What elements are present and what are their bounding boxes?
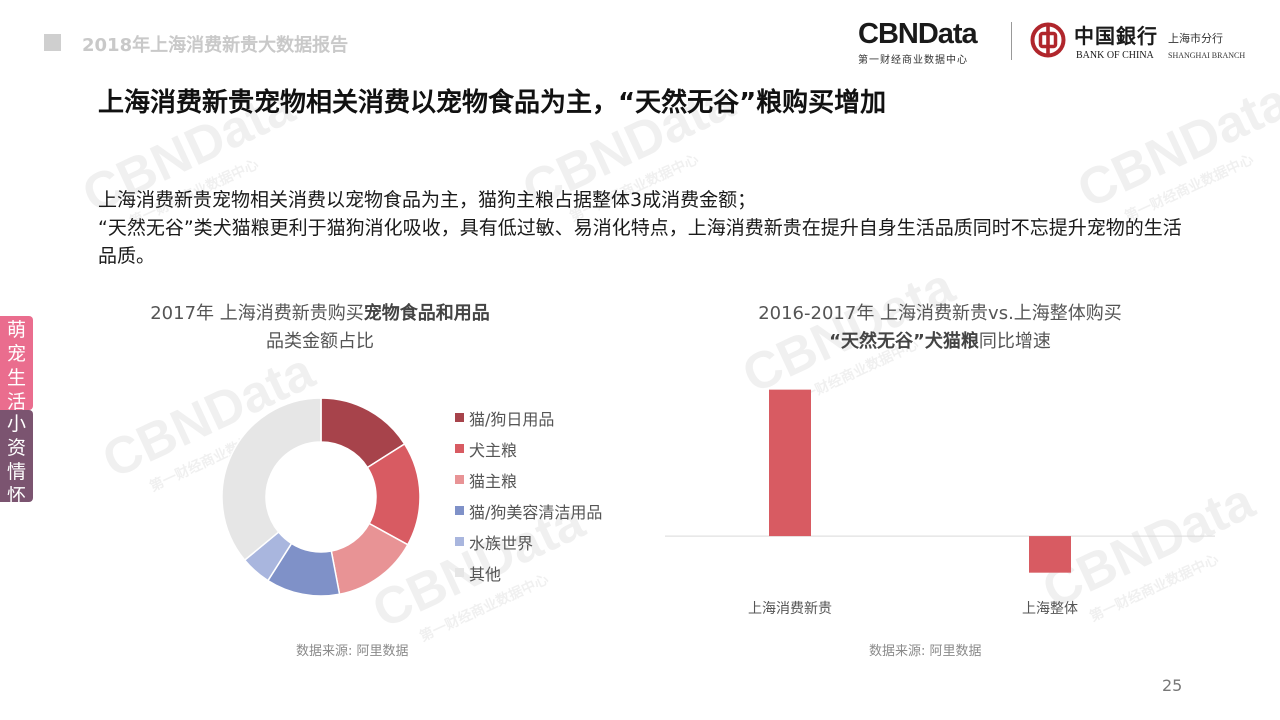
side-tab-pet-life[interactable]: 萌 宠 生 活: [0, 316, 33, 413]
legend-swatch: [455, 568, 464, 577]
legend-label: 犬主粮: [469, 440, 518, 460]
legend-item: 猫/狗日用品: [455, 402, 602, 433]
side-tab-petty-bourgeois[interactable]: 小 资 情 怀: [0, 410, 33, 507]
bar: [769, 389, 811, 537]
donut-title-plain: 2017年 上海消费新贵购买: [150, 303, 364, 324]
x-tick-label: 上海消费新贵: [748, 601, 832, 617]
side-tab-char: 宠: [6, 343, 26, 365]
side-tab-char: 生: [6, 367, 26, 389]
legend-swatch: [455, 444, 464, 453]
legend-label: 猫/狗美容清洁用品: [469, 502, 603, 522]
summary-line: “天然无谷”类犬猫粮更利于猫狗消化吸收，具有低过敏、易消化特点，上海消费新贵在提…: [98, 217, 1182, 267]
legend-item: 犬主粮: [455, 433, 602, 464]
legend-item: 猫/狗美容清洁用品: [455, 495, 602, 526]
logo-divider: [1011, 22, 1012, 60]
page-number: 25: [1162, 676, 1183, 695]
legend-swatch: [455, 413, 464, 422]
cbndata-logo-text: CBNData: [858, 18, 978, 50]
bar-title-line1: 2016-2017年 上海消费新贵vs.上海整体购买: [758, 303, 1122, 324]
legend-label: 其他: [469, 564, 502, 584]
cbndata-logo: CBNData 第一财经商业数据中心: [858, 18, 998, 66]
bar-title-bold: “天然无谷”犬猫粮: [829, 331, 979, 352]
bank-of-china-logo-icon: [1030, 22, 1066, 58]
side-tab-char: 萌: [6, 319, 26, 341]
boc-branch-cn: 上海市分行: [1168, 32, 1223, 45]
legend-label: 猫/狗日用品: [469, 409, 555, 429]
cbndata-logo-sub: 第一财经商业数据中心: [858, 55, 968, 66]
donut-title-line2: 品类金额占比: [266, 331, 374, 352]
bar-chart: 上海消费新贵 上海整体: [665, 389, 1215, 617]
header-square-icon: [44, 34, 61, 51]
legend-label: 水族世界: [469, 533, 534, 553]
x-tick-label: 上海整体: [1022, 601, 1078, 617]
legend-swatch: [455, 475, 464, 484]
pie-slice: [221, 397, 322, 562]
data-source-left: 数据来源: 阿里数据: [296, 644, 409, 659]
legend-item: 其他: [455, 557, 602, 588]
donut-legend: 猫/狗日用品 犬主粮猫主粮猫/狗美容清洁用品 水族世界其他: [455, 402, 602, 588]
data-source-right: 数据来源: 阿里数据: [869, 644, 982, 659]
boc-branch-en: SHANGHAI BRANCH: [1168, 51, 1246, 60]
summary-text: 上海消费新贵宠物相关消费以宠物食品为主，猫狗主粮占据整体3成消费金额； “天然无…: [98, 186, 1188, 270]
bar: [1029, 536, 1071, 573]
report-title: 2018年上海消费新贵大数据报告: [82, 35, 349, 56]
donut-chart: [221, 397, 421, 597]
summary-line: 上海消费新贵宠物相关消费以宠物食品为主，猫狗主粮占据整体3成消费金额；: [98, 189, 757, 211]
legend-swatch: [455, 506, 464, 515]
bar-title-plain: 同比增速: [978, 331, 1051, 352]
donut-chart-title: 2017年 上海消费新贵购买宠物食品和用品 品类金额占比: [120, 300, 520, 356]
side-tab-char: 小: [6, 413, 26, 435]
side-tab-char: 资: [6, 437, 26, 459]
boc-name-cn: 中国銀行: [1074, 24, 1158, 48]
boc-name-en: BANK OF CHINA: [1076, 50, 1154, 61]
side-tab-char: 情: [6, 461, 26, 483]
legend-item: 猫主粮: [455, 464, 602, 495]
legend-swatch: [455, 537, 464, 546]
bar-chart-title: 2016-2017年 上海消费新贵vs.上海整体购买 “天然无谷”犬猫粮同比增速: [700, 300, 1180, 356]
side-tab-char: 活: [6, 391, 26, 413]
legend-item: 水族世界: [455, 526, 602, 557]
legend-label: 猫主粮: [469, 471, 518, 491]
page-title: 上海消费新贵宠物相关消费以宠物食品为主，“天然无谷”粮购买增加: [98, 88, 887, 118]
donut-title-bold: 宠物食品和用品: [363, 303, 490, 324]
side-tab-char: 怀: [6, 485, 26, 507]
